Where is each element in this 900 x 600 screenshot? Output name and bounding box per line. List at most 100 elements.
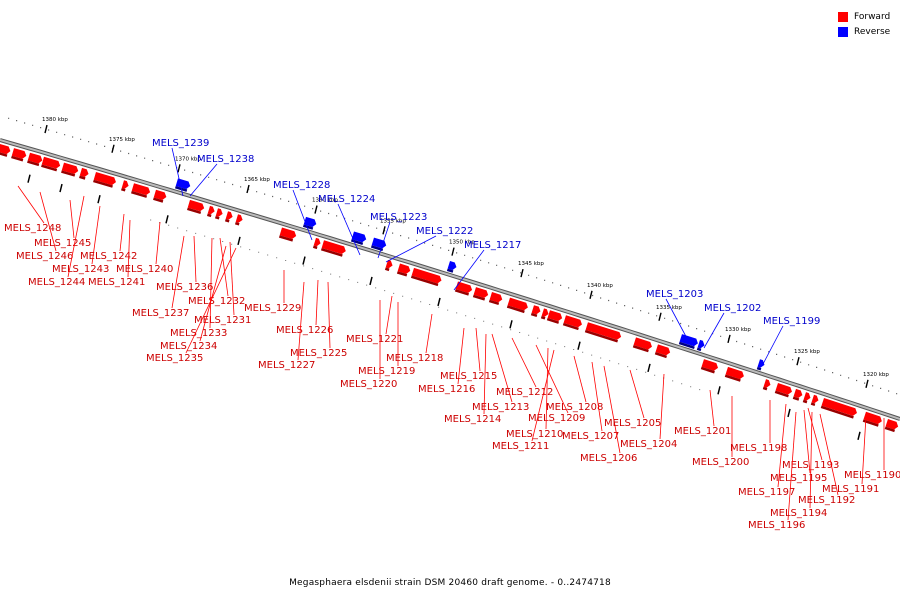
forward-gene-label: MELS_1240 [116,264,173,275]
forward-gene-label: MELS_1204 [620,439,677,450]
forward-gene-label: MELS_1198 [730,443,787,454]
forward-gene-label: MELS_1215 [440,371,497,382]
forward-gene-block [320,240,346,257]
tick-label: 1325 kbp [794,349,820,355]
forward-gene-label: MELS_1227 [258,360,315,371]
tick-dots [8,117,898,395]
forward-gene-label: MELS_1246 [16,251,73,262]
reverse-leader [377,221,391,259]
forward-leader [511,337,537,388]
forward-gene-label: MELS_1210 [506,429,563,440]
forward-gene-block [234,214,243,226]
forward-gene-block [488,292,503,306]
forward-gene-block [820,398,857,419]
reverse-gene-label: MELS_1199 [763,316,820,327]
forward-leader [297,281,305,361]
feature-mark [857,431,861,441]
forward-leader [193,235,197,283]
forward-leader [475,327,481,372]
forward-gene-block [862,411,882,427]
reverse-leader [337,203,361,256]
forward-gene-label: MELS_1233 [170,328,227,339]
forward-gene-block [762,379,771,391]
forward-leader [629,369,645,419]
forward-leader [185,247,237,354]
forward-gene-label: MELS_1213 [472,402,529,413]
forward-leader [861,415,867,485]
tick-label: 1340 kbp [587,283,613,289]
forward-gene-label: MELS_1194 [770,508,827,519]
tick-mark [246,184,250,194]
forward-gene-label: MELS_1211 [492,441,549,452]
forward-leader [803,409,811,474]
reverse-leader [761,325,784,367]
forward-gene-label: MELS_1206 [580,453,637,464]
forward-gene-block [0,144,11,157]
forward-gene-block [11,148,27,162]
forward-leader [709,389,715,427]
reverse-gene-block [370,237,387,252]
tick-mark [314,205,318,214]
forward-gene-label: MELS_1190 [844,470,900,481]
forward-gene-block [454,281,473,296]
forward-gene-block [153,189,167,203]
forward-gene-label: MELS_1236 [156,282,213,293]
feature-mark [717,386,721,395]
lower-dots [150,219,701,391]
forward-gene-block [810,394,819,406]
forward-leader [155,221,161,265]
forward-gene-block [27,152,43,167]
forward-gene-block [384,259,393,272]
forward-leader [591,361,603,432]
feature-mark [165,215,169,224]
forward-gene-label: MELS_1196 [748,520,805,531]
genome-caption: Megasphaera elsdenii strain DSM 20460 dr… [289,578,611,588]
forward-leader [531,349,555,442]
forward-gene-label: MELS_1237 [132,308,189,319]
reverse-gene-block [678,334,698,349]
reverse-leader [171,147,184,197]
forward-gene-block [131,183,151,198]
tick-label: 1350 kbp [449,240,475,246]
tick-label: 1360 kbp [312,198,338,204]
legend-label-reverse: Reverse [854,26,891,37]
tick-mark [111,144,115,153]
forward-leader [777,403,787,488]
forward-gene-block [121,180,129,192]
reverse-gene-block [446,260,457,273]
forward-gene-block [540,308,549,320]
forward-gene-block [206,205,215,218]
legend-entry-reverse: Reverse [838,24,890,39]
forward-gene-label: MELS_1207 [562,431,619,442]
forward-leader [659,373,665,440]
feature-mark [577,341,581,350]
forward-leader [807,407,823,461]
forward-leader [67,195,85,278]
tick-label: 1330 kbp [725,327,751,333]
forward-leader [119,213,125,252]
forward-leader [315,279,319,326]
feature-mark [237,236,241,246]
forward-gene-label: MELS_1232 [188,296,245,307]
forward-gene-label: MELS_1220 [340,379,397,390]
tick-label: 1380 kbp [42,117,68,123]
forward-leader [209,237,213,329]
forward-gene-label: MELS_1205 [604,418,661,429]
forward-gene-block [278,227,297,242]
forward-leader [483,333,487,415]
forward-gene-label: MELS_1231 [194,315,251,326]
forward-gene-label: MELS_1243 [52,264,109,275]
tick-mark [865,379,869,388]
forward-gene-block [774,383,792,398]
tick-mark [796,357,800,366]
legend-label-forward: Forward [854,11,891,22]
feature-mark [97,195,101,204]
forward-gene-block [214,208,223,220]
forward-gene-block [654,344,671,359]
forward-gene-block [312,237,321,250]
forward-gene-label: MELS_1192 [798,495,855,506]
forward-gene-block [632,337,652,353]
forward-gene-label: MELS_1212 [496,387,553,398]
forward-gene-block [472,287,489,301]
